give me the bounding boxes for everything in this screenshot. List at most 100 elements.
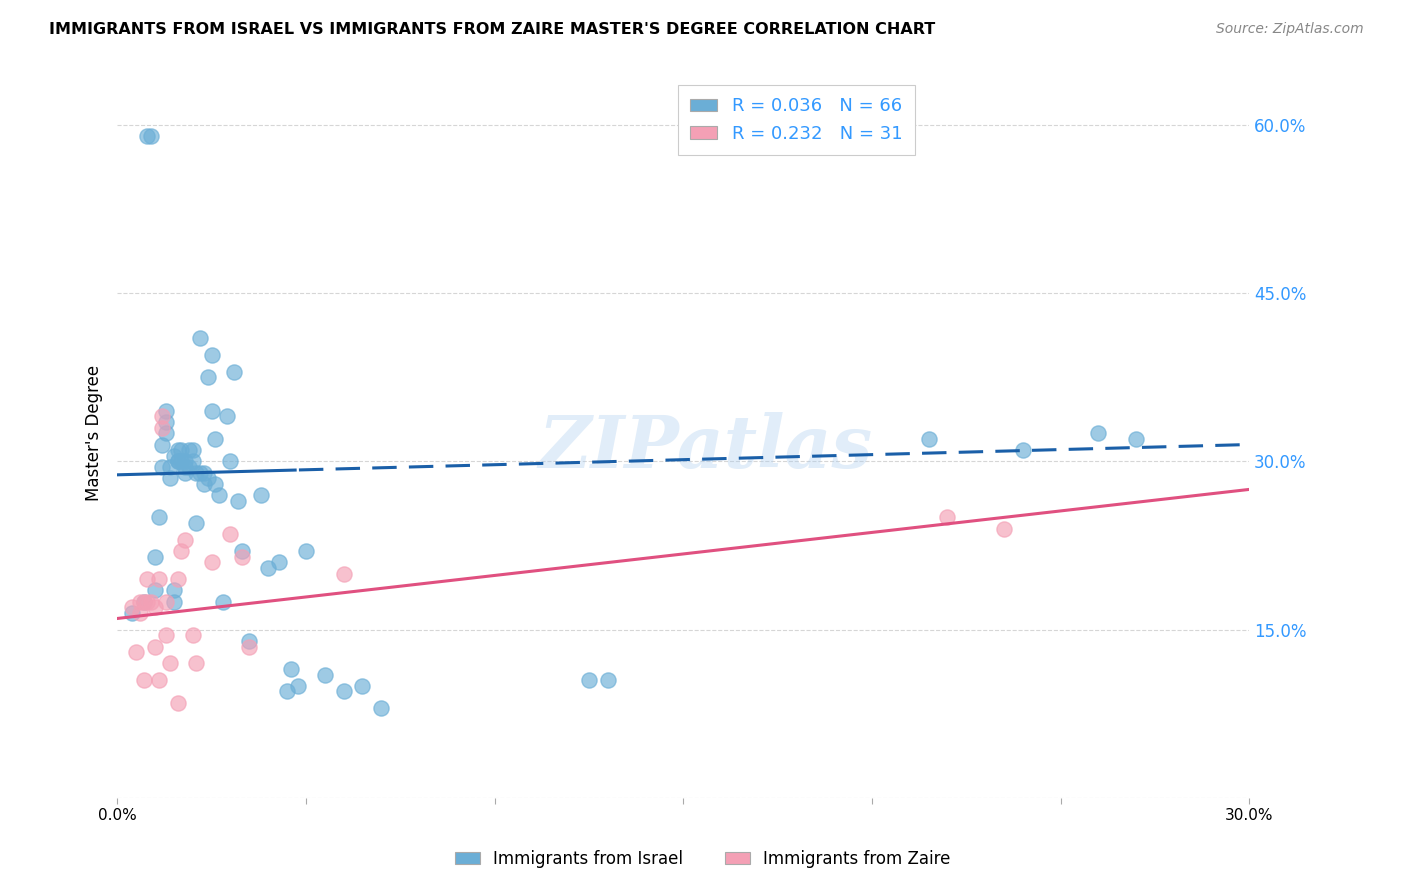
Point — [314, 667, 336, 681]
Point — [170, 544, 193, 558]
Text: Source: ZipAtlas.com: Source: ZipAtlas.com — [1216, 22, 1364, 37]
Point — [188, 331, 211, 345]
Point — [155, 415, 177, 429]
Point — [186, 466, 208, 480]
Point — [121, 600, 143, 615]
Point — [174, 466, 197, 480]
Text: IMMIGRANTS FROM ISRAEL VS IMMIGRANTS FROM ZAIRE MASTER'S DEGREE CORRELATION CHAR: IMMIGRANTS FROM ISRAEL VS IMMIGRANTS FRO… — [49, 22, 935, 37]
Point — [121, 606, 143, 620]
Point — [1125, 432, 1147, 446]
Point — [231, 549, 253, 564]
Point — [186, 516, 208, 530]
Point — [200, 555, 222, 569]
Point — [295, 544, 318, 558]
Point — [231, 544, 253, 558]
Point — [159, 471, 181, 485]
Point — [152, 437, 174, 451]
Point — [155, 404, 177, 418]
Point — [170, 454, 193, 468]
Point — [238, 640, 260, 654]
Point — [204, 432, 226, 446]
Point — [177, 443, 200, 458]
Point — [159, 460, 181, 475]
Point — [166, 443, 188, 458]
Point — [155, 628, 177, 642]
Point — [174, 454, 197, 468]
Point — [174, 460, 197, 475]
Point — [193, 466, 215, 480]
Point — [166, 572, 188, 586]
Y-axis label: Master's Degree: Master's Degree — [86, 365, 103, 501]
Point — [219, 527, 242, 541]
Point — [143, 600, 166, 615]
Point — [136, 594, 159, 608]
Point — [163, 449, 186, 463]
Point — [152, 460, 174, 475]
Point — [204, 476, 226, 491]
Point — [132, 594, 155, 608]
Point — [148, 510, 170, 524]
Point — [155, 594, 177, 608]
Point — [226, 493, 249, 508]
Point — [136, 128, 159, 143]
Point — [596, 673, 619, 688]
Point — [249, 488, 271, 502]
Point — [993, 522, 1015, 536]
Point — [188, 466, 211, 480]
Point — [370, 701, 392, 715]
Point — [155, 426, 177, 441]
Point — [224, 365, 246, 379]
Point — [352, 679, 374, 693]
Point — [332, 566, 354, 581]
Point — [276, 684, 298, 698]
Point — [280, 662, 302, 676]
Point — [143, 640, 166, 654]
Point — [177, 460, 200, 475]
Point — [208, 488, 231, 502]
Point — [166, 696, 188, 710]
Point — [197, 471, 219, 485]
Point — [578, 673, 600, 688]
Point — [166, 454, 188, 468]
Point — [136, 572, 159, 586]
Point — [287, 679, 309, 693]
Point — [238, 634, 260, 648]
Point — [186, 657, 208, 671]
Point — [141, 594, 163, 608]
Point — [257, 561, 280, 575]
Point — [159, 657, 181, 671]
Legend: Immigrants from Israel, Immigrants from Zaire: Immigrants from Israel, Immigrants from … — [449, 844, 957, 875]
Point — [170, 443, 193, 458]
Point — [269, 555, 291, 569]
Point — [917, 432, 939, 446]
Point — [200, 348, 222, 362]
Point — [128, 606, 150, 620]
Point — [152, 409, 174, 424]
Point — [152, 420, 174, 434]
Point — [174, 533, 197, 547]
Point — [132, 673, 155, 688]
Point — [148, 572, 170, 586]
Point — [215, 409, 238, 424]
Point — [200, 404, 222, 418]
Point — [163, 583, 186, 598]
Point — [143, 549, 166, 564]
Point — [1011, 443, 1033, 458]
Legend: R = 0.036   N = 66, R = 0.232   N = 31: R = 0.036 N = 66, R = 0.232 N = 31 — [678, 85, 915, 155]
Point — [181, 454, 204, 468]
Point — [197, 370, 219, 384]
Point — [143, 583, 166, 598]
Point — [128, 594, 150, 608]
Point — [132, 594, 155, 608]
Point — [125, 645, 148, 659]
Point — [332, 684, 354, 698]
Point — [141, 128, 163, 143]
Point — [936, 510, 959, 524]
Text: ZIPatlas: ZIPatlas — [538, 412, 873, 483]
Point — [193, 476, 215, 491]
Point — [163, 594, 186, 608]
Point — [219, 454, 242, 468]
Point — [148, 673, 170, 688]
Point — [181, 628, 204, 642]
Point — [166, 454, 188, 468]
